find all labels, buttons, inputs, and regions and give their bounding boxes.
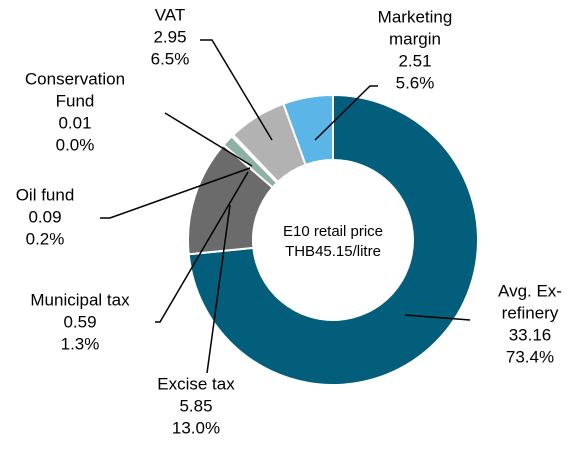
category-label: Fund xyxy=(56,91,95,110)
percent-label: 0.0% xyxy=(56,135,95,154)
category-label: Municipal tax xyxy=(30,290,130,309)
value-label: 0.09 xyxy=(28,207,61,226)
category-label: Avg. Ex- xyxy=(498,281,562,300)
category-label: margin xyxy=(389,29,441,48)
value-label: 33.16 xyxy=(509,325,552,344)
center-label: THB45.15/litre xyxy=(285,243,381,260)
category-label: Conservation xyxy=(25,69,125,88)
percent-label: 5.6% xyxy=(396,73,435,92)
category-label: Oil fund xyxy=(16,185,75,204)
value-label: 5.85 xyxy=(179,396,212,415)
donut-segment xyxy=(187,93,479,386)
leader-line xyxy=(200,39,273,141)
center-label: E10 retail price xyxy=(283,223,383,240)
percent-label: 6.5% xyxy=(151,49,190,68)
percent-label: 1.3% xyxy=(61,334,100,353)
percent-label: 73.4% xyxy=(506,347,554,366)
value-label: 2.95 xyxy=(153,27,186,46)
value-label: 0.59 xyxy=(63,312,96,331)
leader-line xyxy=(100,167,251,219)
leader-line xyxy=(314,85,378,141)
percent-label: 0.2% xyxy=(26,229,65,248)
leader-line xyxy=(404,314,471,321)
category-label: refinery xyxy=(502,303,559,322)
value-label: 2.51 xyxy=(398,51,431,70)
category-label: VAT xyxy=(155,5,186,24)
leader-line xyxy=(164,112,253,167)
category-label: Marketing xyxy=(378,7,453,26)
leader-line xyxy=(206,204,231,374)
donut-segment xyxy=(282,93,334,167)
category-label: Excise tax xyxy=(157,374,235,393)
leader-line xyxy=(155,171,249,323)
percent-label: 13.0% xyxy=(172,418,220,437)
value-label: 0.01 xyxy=(58,113,91,132)
